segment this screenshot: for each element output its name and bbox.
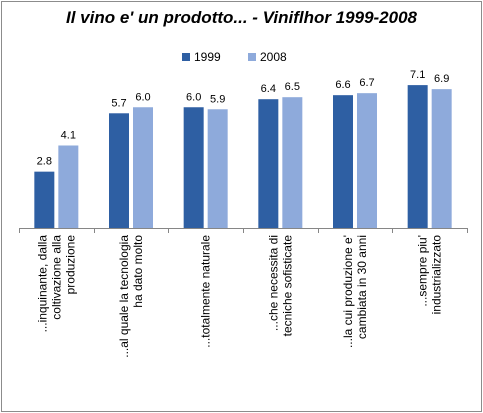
data-label-2008-5: 6.7	[359, 77, 374, 89]
bar-2008-6	[431, 89, 452, 228]
category-label-line: ...inquinante, dalla	[35, 235, 49, 333]
category-label-1: ...inquinante, dallacoltivazione allapro…	[35, 235, 77, 333]
data-label-1999-4: 6.4	[261, 83, 276, 95]
data-label-1999-3: 6.0	[186, 91, 201, 103]
category-label-line: cambiata in 30 anni	[355, 235, 369, 339]
legend-swatch-1999	[182, 53, 190, 61]
bar-1999-5	[333, 95, 353, 228]
bar-2008-3	[207, 109, 228, 228]
legend-swatch-2008	[248, 53, 256, 61]
category-label-line: coltivazione alla	[49, 235, 63, 320]
category-label-2: ...al quale la tecnologiaha dato molto	[117, 235, 145, 358]
category-label-line: tecniche sofisticate	[280, 235, 294, 337]
category-label-6: ...sempre piu'industrializzato	[416, 235, 444, 315]
data-label-2008-1: 4.1	[61, 129, 76, 141]
legend-label-1999: 1999	[194, 50, 221, 64]
category-label-line: ...la cui produzione e'	[341, 235, 355, 348]
bar-1999-6	[407, 85, 428, 228]
data-label-1999-6: 7.1	[410, 69, 425, 81]
bar-1999-3	[183, 107, 204, 228]
category-label-line: ...sempre piu'	[416, 235, 430, 307]
chart-title: Il vino e' un prodotto... - Viniflhor 19…	[65, 8, 417, 27]
bar-1999-2	[109, 113, 129, 228]
category-label-4: ...che necessita ditecniche sofisticate	[266, 235, 294, 337]
bar-2008-1	[58, 145, 79, 228]
legend-label-2008: 2008	[260, 50, 287, 64]
category-label-line: ...che necessita di	[266, 235, 280, 331]
bar-2008-5	[357, 93, 377, 228]
bar-2008-4	[282, 97, 303, 228]
data-label-1999-1: 2.8	[37, 156, 52, 168]
category-label-5: ...la cui produzione e'cambiata in 30 an…	[341, 235, 369, 348]
data-label-2008-2: 6.0	[135, 91, 150, 103]
category-label-line: ...al quale la tecnologia	[117, 235, 131, 358]
bar-1999-4	[258, 99, 279, 228]
data-label-2008-3: 5.9	[210, 93, 225, 105]
category-label-line: industrializzato	[430, 235, 444, 315]
data-label-1999-2: 5.7	[111, 97, 126, 109]
data-label-2008-4: 6.5	[285, 81, 300, 93]
category-label-3: ...totalmente naturale	[199, 235, 213, 348]
category-label-line: produzione	[63, 235, 77, 295]
category-label-line: ha dato molto	[131, 235, 145, 308]
category-label-line: ...totalmente naturale	[199, 235, 213, 348]
data-label-2008-6: 6.9	[434, 73, 449, 85]
data-label-1999-5: 6.6	[335, 79, 350, 91]
bar-1999-1	[34, 171, 55, 228]
bar-2008-2	[133, 107, 153, 228]
